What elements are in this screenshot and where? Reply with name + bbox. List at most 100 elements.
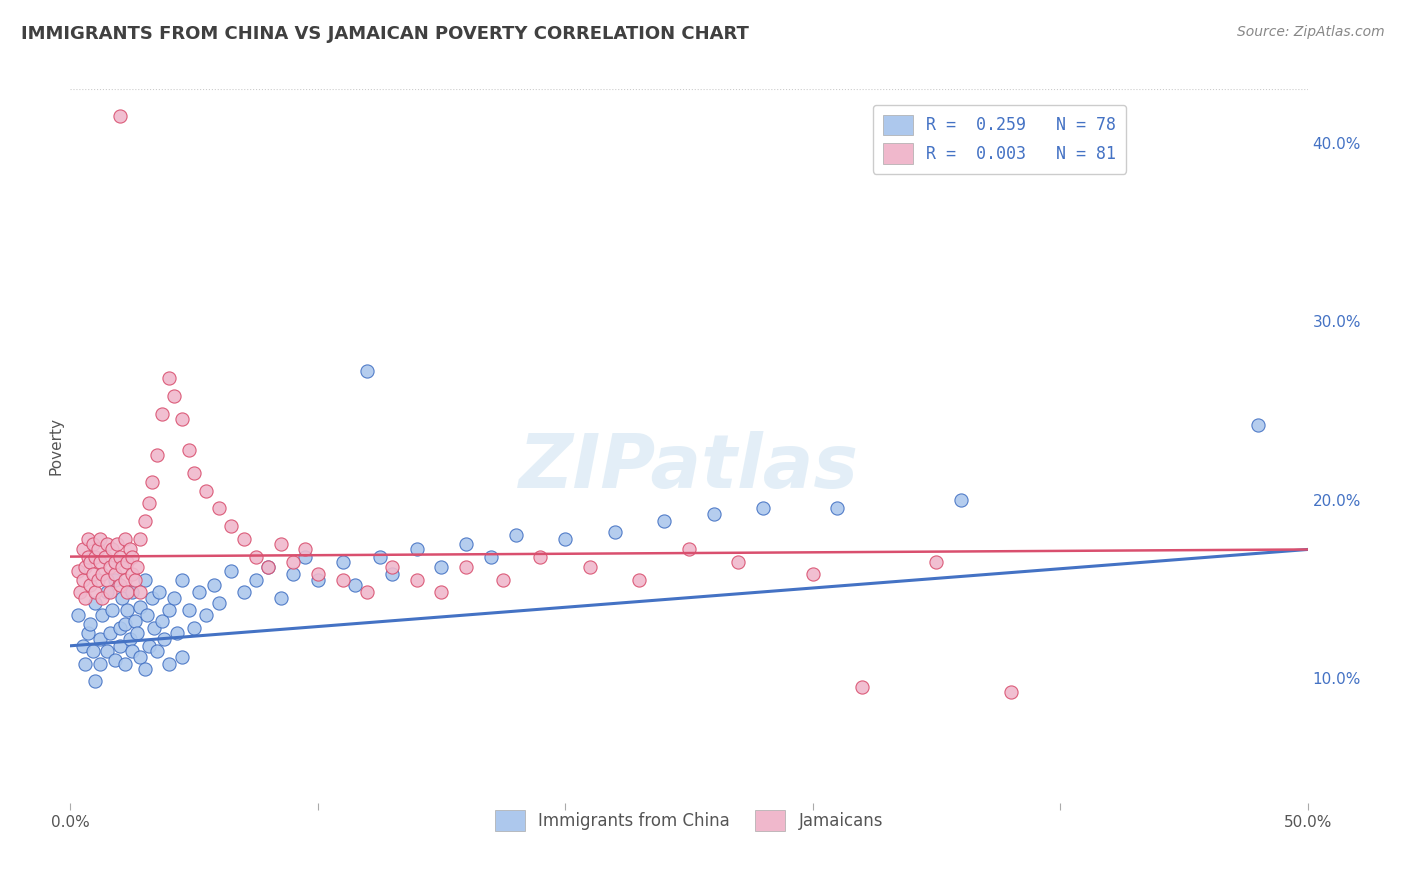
Point bbox=[752, 501, 775, 516]
Point bbox=[219, 564, 242, 578]
Point bbox=[703, 507, 725, 521]
Point bbox=[75, 560, 97, 574]
Point bbox=[170, 573, 193, 587]
Point bbox=[75, 591, 97, 605]
Point bbox=[118, 542, 141, 557]
Point bbox=[91, 608, 114, 623]
Point bbox=[356, 585, 378, 599]
Point bbox=[86, 542, 108, 557]
Point bbox=[76, 549, 98, 564]
Point bbox=[801, 567, 824, 582]
Point bbox=[153, 632, 176, 646]
Point bbox=[104, 567, 127, 582]
Point bbox=[183, 621, 205, 635]
Point bbox=[104, 555, 127, 569]
Point bbox=[108, 621, 131, 635]
Point bbox=[141, 475, 163, 489]
Point bbox=[652, 514, 675, 528]
Point bbox=[84, 674, 107, 689]
Point bbox=[183, 466, 205, 480]
Point bbox=[96, 585, 118, 599]
Point bbox=[121, 549, 143, 564]
Point bbox=[84, 596, 107, 610]
Point bbox=[628, 573, 651, 587]
Point bbox=[66, 564, 89, 578]
Point bbox=[381, 560, 404, 574]
Point bbox=[115, 555, 138, 569]
Point bbox=[66, 608, 89, 623]
Point bbox=[307, 567, 329, 582]
Point bbox=[96, 537, 118, 551]
Legend: Immigrants from China, Jamaicans: Immigrants from China, Jamaicans bbox=[488, 804, 890, 838]
Point bbox=[603, 524, 626, 539]
Point bbox=[368, 549, 391, 564]
Point bbox=[82, 644, 104, 658]
Point bbox=[101, 603, 124, 617]
Point bbox=[138, 496, 160, 510]
Point bbox=[111, 560, 134, 574]
Point bbox=[332, 555, 354, 569]
Point bbox=[128, 585, 150, 599]
Point bbox=[108, 109, 131, 123]
Point bbox=[89, 657, 111, 671]
Point bbox=[98, 560, 121, 574]
Point bbox=[257, 560, 280, 574]
Point bbox=[1000, 685, 1022, 699]
Point bbox=[114, 617, 136, 632]
Point bbox=[101, 542, 124, 557]
Point bbox=[114, 657, 136, 671]
Point bbox=[195, 483, 218, 498]
Text: ZIPatlas: ZIPatlas bbox=[519, 431, 859, 504]
Point bbox=[84, 585, 107, 599]
Point bbox=[141, 591, 163, 605]
Point bbox=[82, 537, 104, 551]
Point bbox=[79, 555, 101, 569]
Point bbox=[86, 573, 108, 587]
Point bbox=[121, 567, 143, 582]
Point bbox=[115, 603, 138, 617]
Point bbox=[75, 657, 97, 671]
Point bbox=[118, 632, 141, 646]
Point bbox=[150, 407, 173, 421]
Point bbox=[148, 585, 170, 599]
Point bbox=[505, 528, 527, 542]
Point bbox=[89, 555, 111, 569]
Point bbox=[170, 412, 193, 426]
Point bbox=[356, 364, 378, 378]
Point bbox=[157, 657, 180, 671]
Point bbox=[219, 519, 242, 533]
Point bbox=[98, 626, 121, 640]
Point bbox=[108, 549, 131, 564]
Point bbox=[456, 560, 478, 574]
Point bbox=[128, 532, 150, 546]
Point bbox=[257, 560, 280, 574]
Point bbox=[245, 573, 267, 587]
Point bbox=[281, 567, 304, 582]
Point bbox=[82, 567, 104, 582]
Point bbox=[430, 585, 453, 599]
Point bbox=[115, 585, 138, 599]
Point bbox=[127, 560, 149, 574]
Point bbox=[128, 649, 150, 664]
Point bbox=[121, 644, 143, 658]
Point bbox=[827, 501, 849, 516]
Point bbox=[96, 644, 118, 658]
Point bbox=[124, 573, 146, 587]
Point bbox=[104, 573, 127, 587]
Point bbox=[89, 632, 111, 646]
Point bbox=[177, 603, 200, 617]
Point bbox=[166, 626, 188, 640]
Point bbox=[851, 680, 873, 694]
Point bbox=[76, 626, 98, 640]
Point bbox=[479, 549, 502, 564]
Point bbox=[163, 591, 186, 605]
Point bbox=[124, 614, 146, 628]
Point bbox=[72, 639, 94, 653]
Point bbox=[134, 662, 156, 676]
Point bbox=[89, 532, 111, 546]
Point bbox=[492, 573, 515, 587]
Point bbox=[430, 560, 453, 574]
Point bbox=[1247, 417, 1270, 432]
Point bbox=[96, 573, 118, 587]
Point bbox=[332, 573, 354, 587]
